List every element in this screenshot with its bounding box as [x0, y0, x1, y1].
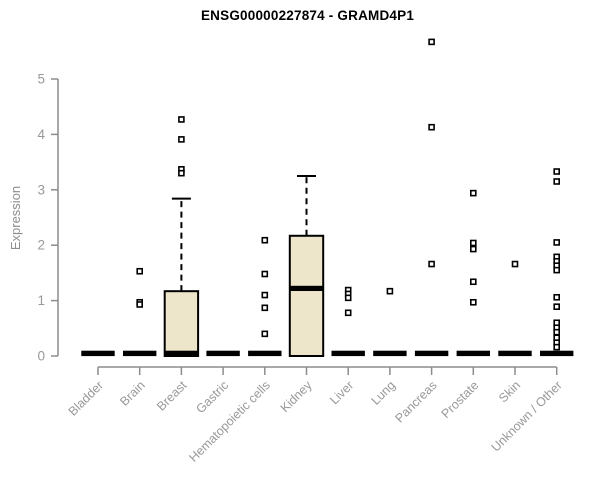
flat-box-3 [206, 350, 240, 357]
outlier-point [553, 343, 561, 351]
flat-box-4 [248, 350, 282, 357]
outlier-point [261, 330, 269, 338]
flat-box-11 [540, 350, 574, 357]
outlier-point [553, 178, 561, 185]
flat-box-6 [331, 350, 365, 357]
outlier-point [261, 236, 269, 244]
outlier-point [553, 266, 561, 274]
flat-box-9 [456, 350, 490, 357]
outlier-point [178, 136, 185, 143]
category-label: Kidney [278, 378, 315, 415]
category-label: Skin [496, 378, 523, 405]
flat-box-8 [414, 350, 449, 357]
outlier-point [553, 239, 561, 246]
category-label: Bladder [66, 378, 106, 418]
box-2 [163, 290, 200, 358]
category-label: Liver [327, 378, 356, 407]
y-tick-label: 2 [37, 238, 45, 253]
chart-title: ENSG00000227874 - GRAMD4P1 [200, 8, 415, 23]
outlier-point [386, 287, 394, 295]
outlier-point [136, 301, 143, 308]
outlier-point [469, 239, 477, 247]
outlier-point [428, 260, 435, 268]
box-5 [288, 234, 325, 357]
outlier-point [178, 116, 185, 123]
category-label: Breast [154, 378, 190, 414]
outlier-point [344, 294, 352, 302]
y-tick-label: 1 [37, 293, 45, 308]
y-tick-label: 5 [37, 72, 45, 87]
flat-box-1 [123, 350, 157, 357]
flat-box-0 [81, 350, 115, 357]
outlier-point [428, 123, 435, 131]
y-tick-label: 0 [37, 349, 45, 364]
outlier-point [511, 260, 519, 268]
category-label: Pancreas [392, 378, 439, 425]
outlier-point [469, 298, 477, 306]
category-label: Hematopoietic cells [186, 378, 273, 465]
category-label: Prostate [439, 378, 482, 421]
outlier-point [178, 169, 185, 177]
category-label: Brain [117, 378, 148, 409]
category-label: Gastric [193, 378, 231, 416]
outlier-point [553, 168, 561, 175]
outlier-point [136, 267, 143, 275]
outlier-point [553, 293, 561, 301]
outlier-point [344, 309, 352, 317]
flat-box-10 [498, 350, 532, 357]
y-tick-label: 3 [37, 182, 45, 197]
outlier-point [261, 291, 269, 299]
outlier-point [469, 245, 477, 253]
outlier-point [428, 38, 435, 46]
outlier-point [553, 303, 561, 310]
outlier-point [469, 278, 477, 286]
median-line-5 [289, 285, 324, 292]
outlier-point [261, 304, 269, 312]
category-label: Unknown / Other [489, 378, 565, 454]
outlier-point [261, 270, 269, 278]
outlier-point [553, 328, 561, 336]
category-label: Lung [368, 378, 398, 408]
outlier-point [469, 189, 477, 197]
y-tick-label: 4 [37, 127, 45, 142]
median-line-2 [164, 350, 199, 357]
flat-box-7 [373, 350, 407, 357]
